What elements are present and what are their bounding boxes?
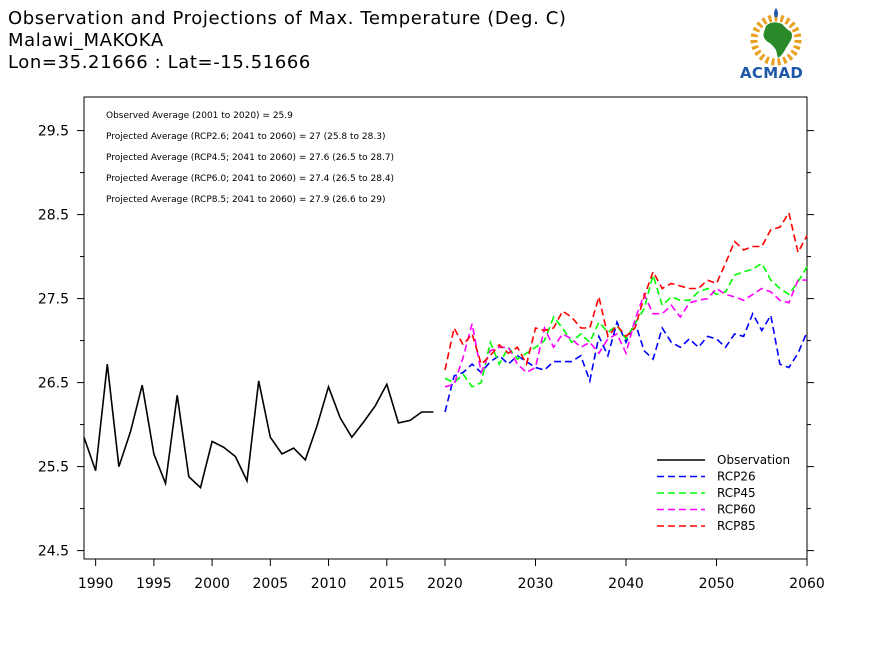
- series-line-rcp60: [444, 279, 807, 388]
- legend-label-rcp60: RCP60: [717, 503, 756, 517]
- chart-title: Observation and Projections of Max. Temp…: [8, 8, 567, 29]
- acmad-logo: ACMAD: [736, 6, 822, 86]
- x-tick-label: 2030: [518, 576, 554, 592]
- plot-frame: [83, 96, 808, 560]
- annotation-text: Observed Average (2001 to 2020) = 25.9: [106, 111, 293, 121]
- legend-label-rcp26: RCP26: [717, 470, 756, 484]
- africa-map-icon: [750, 8, 802, 66]
- y-tick-label: 27.5: [38, 292, 69, 308]
- x-tick-label: 2015: [369, 576, 405, 592]
- y-tick-label: 24.5: [38, 544, 69, 560]
- x-tick-label: 2060: [789, 576, 825, 592]
- title-block: Observation and Projections of Max. Temp…: [8, 8, 567, 74]
- series-line-rcp26: [444, 311, 808, 413]
- x-tick-label: 2050: [699, 576, 735, 592]
- annotation-text: Projected Average (RCP4.5; 2041 to 2060)…: [106, 153, 394, 163]
- location-name: Malawi_MAKOKA: [8, 30, 164, 51]
- y-tick-label: 26.5: [38, 376, 69, 392]
- y-tick-label: 29.5: [38, 124, 69, 140]
- x-tick-label: 1990: [78, 576, 114, 592]
- y-tick-label: 25.5: [38, 460, 69, 476]
- logo-text: ACMAD: [740, 64, 804, 82]
- axis-ticks: 1990 1995 2000 2005 2010 2015 2020 2030 2040 2050…: [38, 124, 825, 592]
- series-line-observation: [83, 364, 434, 490]
- legend-label-rcp45: RCP45: [717, 486, 756, 500]
- annotation-text: Projected Average (RCP6.0; 2041 to 2060)…: [106, 174, 394, 184]
- annotation-text: Projected Average (RCP2.6; 2041 to 2060)…: [106, 132, 385, 142]
- series-line-rcp45: [444, 262, 808, 388]
- annotations: Observed Average (2001 to 2020) = 25.9 Pr…: [106, 111, 394, 205]
- x-tick-label: 1995: [136, 576, 172, 592]
- x-tick-label: 2010: [311, 576, 347, 592]
- x-tick-label: 2020: [427, 576, 463, 592]
- coordinates: Lon=35.21666 : Lat=-15.51666: [8, 52, 311, 73]
- x-tick-label: 2040: [608, 576, 644, 592]
- x-tick-label: 2005: [253, 576, 289, 592]
- x-tick-label: 2000: [194, 576, 230, 592]
- series-line-rcp85: [444, 210, 808, 371]
- y-tick-label: 28.5: [38, 208, 69, 224]
- legend-label-observation: Observation: [717, 453, 790, 467]
- annotation-text: Projected Average (RCP8.5; 2041 to 2060)…: [106, 195, 385, 205]
- legend: Observation RCP26 RCP45 RCP60 RCP85: [657, 453, 790, 533]
- legend-label-rcp85: RCP85: [717, 519, 756, 533]
- series-lines: [83, 210, 808, 490]
